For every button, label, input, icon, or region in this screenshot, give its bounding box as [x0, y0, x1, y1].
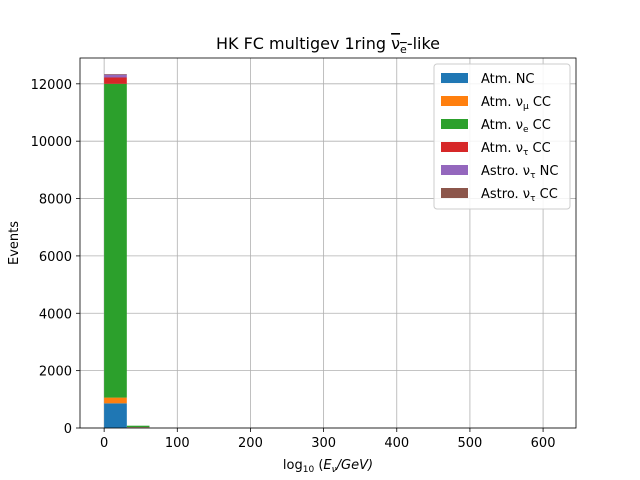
legend-label: Astro. ντ NC — [481, 164, 558, 181]
legend-swatch — [441, 73, 468, 83]
legend-swatch — [441, 119, 468, 129]
y-axis: 0 2000 4000 6000 8000 10000 12000 — [31, 78, 80, 437]
legend-swatch — [441, 188, 468, 198]
bar-series-2-bin-0 — [104, 83, 127, 398]
bar-series-3-bin-0 — [104, 77, 127, 84]
bar-series-4-bin-0 — [104, 74, 127, 78]
bar-series-0-bin-0 — [104, 403, 127, 428]
y-tick-label: 0 — [64, 422, 72, 437]
legend-entry: Atm. νμ CC — [441, 95, 551, 112]
y-axis-label: Events — [7, 221, 22, 265]
y-tick-label: 10000 — [31, 135, 72, 150]
legend-label: Astro. ντ CC — [481, 187, 558, 204]
x-tick-label: 400 — [384, 436, 409, 451]
x-tick-label: 200 — [238, 436, 263, 451]
legend-entry: Atm. NC — [441, 72, 535, 87]
legend-label: Atm. νe CC — [481, 118, 551, 135]
plot-frame — [79, 57, 577, 429]
x-tick-label: 600 — [531, 436, 556, 451]
legend: Atm. NC Atm. νμ CC Atm. νe CC Atm. ντ CC Ast… — [433, 63, 571, 210]
x-axis: 0 100 200 300 400 500 600 — [100, 428, 555, 451]
legend-entry: Astro. ντ CC — [441, 187, 558, 204]
y-tick-label: 4000 — [39, 307, 72, 322]
legend-entry: Atm. νe CC — [441, 118, 551, 135]
chart-title: HK FC multigev 1ring νe-like — [216, 34, 440, 56]
legend-entry: Astro. ντ NC — [441, 164, 558, 181]
x-tick-label: 100 — [165, 436, 190, 451]
x-tick-label: 0 — [100, 436, 108, 451]
legend-entry: Atm. ντ CC — [441, 141, 551, 158]
legend-label: Atm. ντ CC — [481, 141, 551, 158]
legend-label: Atm. νμ CC — [481, 95, 551, 112]
x-tick-label: 300 — [311, 436, 336, 451]
y-tick-label: 12000 — [31, 78, 72, 93]
legend-label: Atm. NC — [481, 72, 535, 87]
legend-swatch — [441, 96, 468, 106]
legend-swatch — [441, 142, 468, 152]
title-nu-symbol: ν — [391, 34, 400, 53]
x-axis-label: log10 (Eν/GeV) — [283, 458, 373, 475]
y-tick-label: 2000 — [39, 365, 72, 380]
bar-series-1-bin-0 — [104, 397, 127, 404]
x-tick-label: 500 — [458, 436, 483, 451]
y-tick-label: 8000 — [39, 193, 72, 208]
bar-series-5-bin-0 — [104, 74, 127, 75]
y-tick-label: 6000 — [39, 250, 72, 265]
bar-series-2-bin-1 — [126, 425, 150, 427]
legend-swatch — [441, 165, 468, 175]
